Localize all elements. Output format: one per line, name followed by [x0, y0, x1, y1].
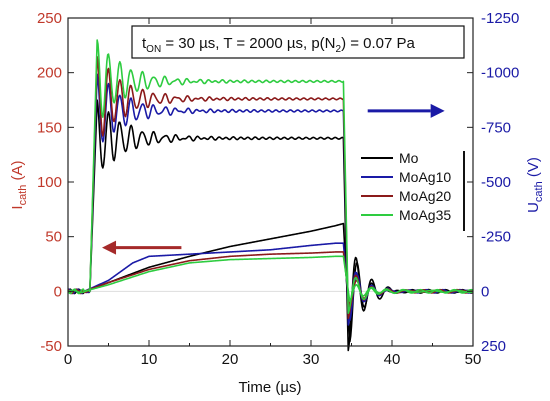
annotation-n-rest: ) = 0.07 Pa	[341, 35, 415, 52]
series-current-moag35	[67, 255, 474, 303]
annotation-t-sub: ON	[146, 44, 161, 55]
y-right-tick-label: -250	[481, 229, 511, 246]
legend: Mo MoAg10 MoAg20 MoAg35	[355, 148, 467, 231]
y-left-tick-label: 0	[54, 283, 62, 300]
y-axis-right-label: Ucath (V)	[525, 157, 545, 213]
annotation-box: tON = 30 µs, T = 2000 µs, p(N2) = 0.07 P…	[131, 25, 465, 59]
arrow-layer	[102, 103, 445, 255]
axis-layer: 0 10 20 30 40 50-500501001502002502500-250-50…	[37, 10, 519, 368]
y-right-tick-label: 250	[481, 338, 506, 355]
series-current-moag20	[67, 251, 474, 310]
legend-label-mo: Mo	[399, 150, 419, 166]
y-right-tick-label: -750	[481, 119, 511, 136]
y-left-tick-label: 150	[37, 119, 62, 136]
annotation-t-rest: = 30 µs, T = 2000 µs, p(N	[161, 35, 335, 52]
legend-label-moag35: MoAg35	[399, 207, 451, 223]
x-tick-label: 30	[303, 351, 320, 368]
x-tick-label: 20	[222, 351, 239, 368]
y-right-tick-label: 0	[481, 283, 489, 300]
legend-label-moag20: MoAg20	[399, 188, 451, 204]
y-left-tick-label: 50	[45, 229, 62, 246]
y-right-tick-label: -500	[481, 174, 511, 191]
series-current-mo	[67, 222, 474, 343]
x-axis-label: Time (µs)	[238, 379, 301, 396]
arrow-left-head	[102, 240, 117, 255]
y-left-tick-label: 100	[37, 174, 62, 191]
annotation-n-sub: 2	[336, 44, 342, 55]
legend-label-moag10: MoAg10	[399, 169, 451, 185]
x-tick-label: 50	[465, 351, 482, 368]
y-left-tick-label: 250	[37, 10, 62, 27]
x-tick-label: 40	[384, 351, 401, 368]
annotation-text: tON = 30 µs, T = 2000 µs, p(N2) = 0.07 P…	[142, 35, 416, 55]
arrow-right-head	[430, 103, 445, 118]
y-left-tick-label: 200	[37, 65, 62, 82]
y-right-tick-label: -1250	[481, 10, 519, 27]
series-layer	[67, 39, 474, 352]
x-tick-label: 0	[64, 351, 72, 368]
annotation-t: t	[142, 35, 147, 52]
x-tick-label: 10	[141, 351, 158, 368]
y-left-tick-label: -50	[40, 338, 62, 355]
y-right-tick-label: -1000	[481, 65, 519, 82]
y-axis-left-label: Icath (A)	[9, 160, 29, 209]
